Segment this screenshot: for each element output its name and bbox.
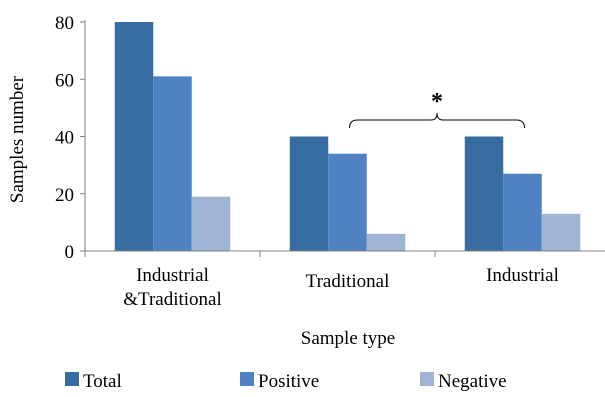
x-tick-label-line: Industrial — [486, 265, 559, 286]
legend-label-total: Total — [83, 371, 122, 392]
legend-swatch-total — [65, 372, 79, 386]
y-axis-label: Samples number — [7, 75, 28, 203]
x-axis-label: Sample type — [301, 328, 395, 349]
bracket-line — [349, 112, 525, 129]
legend-label-negative: Negative — [438, 371, 507, 392]
bar-total-0 — [114, 22, 154, 251]
y-ticks: 0 20 40 60 80 — [55, 13, 85, 263]
x-tick-label: Industrial &Traditional — [123, 265, 222, 310]
bars-layer — [114, 22, 581, 251]
x-tick-label-line: &Traditional — [123, 289, 222, 310]
legend-swatch-positive — [240, 372, 254, 386]
y-tick-label: 60 — [55, 70, 74, 91]
y-tick-label: 40 — [55, 128, 74, 149]
legend-label-positive: Positive — [258, 371, 319, 392]
bar-positive-0 — [153, 76, 192, 251]
bar-positive-2 — [503, 173, 542, 251]
legend-swatch-negative — [420, 372, 434, 386]
x-tick-label: Industrial — [486, 265, 559, 286]
bar-negative-2 — [541, 213, 581, 251]
bar-negative-1 — [366, 233, 406, 251]
axes-layer — [84, 20, 605, 252]
legend: Total Positive Negative — [65, 371, 507, 392]
y-tick-label: 80 — [55, 13, 74, 34]
bar-total-1 — [289, 136, 329, 251]
significance-bracket: * — [349, 89, 525, 129]
significance-asterisk: * — [431, 89, 443, 115]
x-tick-label-line: Traditional — [306, 271, 390, 292]
x-tick-label: Traditional — [306, 271, 390, 292]
y-tick-label: 20 — [55, 185, 74, 206]
bar-total-2 — [464, 136, 504, 251]
bar-negative-0 — [191, 196, 231, 251]
category-labels: Industrial &Traditional Traditional Industr… — [123, 265, 559, 310]
x-ticks — [84, 251, 436, 257]
bar-positive-1 — [328, 153, 367, 251]
x-tick-label-line: Industrial — [136, 265, 209, 286]
y-tick-label: 0 — [65, 242, 75, 263]
